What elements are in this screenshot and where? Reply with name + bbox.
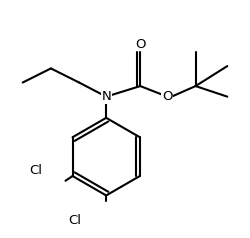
Text: Cl: Cl <box>68 214 81 227</box>
Text: N: N <box>101 90 111 103</box>
Text: Cl: Cl <box>30 164 43 177</box>
Text: O: O <box>135 38 145 51</box>
Text: O: O <box>162 90 172 103</box>
